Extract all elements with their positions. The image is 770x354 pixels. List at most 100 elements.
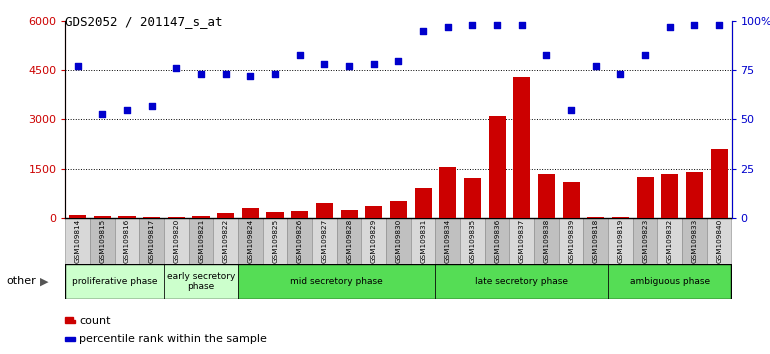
Bar [336,218,361,264]
Point [516,22,528,28]
Text: other: other [6,276,36,286]
Bar [510,218,534,264]
Point [442,24,454,30]
Text: GSM109829: GSM109829 [371,219,377,263]
Text: GSM109817: GSM109817 [149,219,155,263]
Bar [119,216,136,218]
Point [170,65,182,71]
Point [417,28,430,34]
Bar [340,210,358,218]
Point [269,72,281,77]
Bar [637,177,654,218]
Bar [69,215,86,218]
Bar [488,116,506,218]
Point [541,52,553,57]
Bar [608,218,633,264]
Bar [686,172,703,218]
Point [121,107,133,113]
Bar [464,178,481,218]
Text: late secretory phase: late secretory phase [475,277,568,286]
Text: percentile rank within the sample: percentile rank within the sample [79,334,267,344]
Text: GSM109823: GSM109823 [642,219,648,263]
Text: GSM109820: GSM109820 [173,219,179,263]
Text: GSM109831: GSM109831 [420,219,426,263]
Bar [559,218,584,264]
Point [639,52,651,57]
Bar [90,218,115,264]
Text: GSM109836: GSM109836 [494,219,501,263]
Text: GSM109832: GSM109832 [667,219,673,263]
Bar [633,218,658,264]
Bar [287,218,312,264]
Bar [263,218,287,264]
Bar [390,201,407,218]
Point [72,64,84,69]
Bar [661,173,678,218]
Text: GSM109828: GSM109828 [346,219,352,263]
Text: GSM109816: GSM109816 [124,219,130,263]
Bar [608,264,732,299]
Bar [534,218,559,264]
Text: GSM109837: GSM109837 [519,219,525,263]
Bar [513,77,531,218]
Bar [217,213,234,218]
Bar [192,216,209,218]
Bar [439,167,457,218]
Point [590,64,602,69]
Bar [658,218,682,264]
Bar [361,218,386,264]
Point [392,58,405,63]
Bar [164,264,238,299]
Bar [588,217,604,218]
Text: GSM109822: GSM109822 [223,219,229,263]
Bar [436,218,460,264]
Text: GSM109830: GSM109830 [396,219,401,263]
Text: count: count [79,316,111,326]
Bar [386,218,411,264]
Bar [538,173,555,218]
Point [467,22,479,28]
Point [96,111,109,116]
Bar [707,218,732,264]
Point [367,62,380,67]
Bar [266,212,284,218]
Text: GSM109815: GSM109815 [99,219,105,263]
Text: GSM109821: GSM109821 [198,219,204,263]
Text: GSM109824: GSM109824 [247,219,253,263]
Text: GSM109833: GSM109833 [691,219,698,263]
Bar [711,149,728,218]
Bar [242,208,259,218]
Text: GSM109840: GSM109840 [716,219,722,263]
Point [664,24,676,30]
Bar [139,218,164,264]
Bar [365,206,383,218]
Bar [65,264,164,299]
Bar [316,203,333,218]
Point [343,64,355,69]
Bar [312,218,336,264]
Point [244,73,256,79]
Text: GSM109827: GSM109827 [321,219,327,263]
Bar [411,218,436,264]
Bar [291,211,309,218]
Bar [485,218,510,264]
Bar [213,218,238,264]
Text: GSM109838: GSM109838 [544,219,550,263]
Text: ambiguous phase: ambiguous phase [630,277,710,286]
Text: GSM109819: GSM109819 [618,219,624,263]
Bar [563,182,580,218]
Text: GSM109826: GSM109826 [296,219,303,263]
Bar [238,264,436,299]
Bar [238,218,263,264]
Point [318,62,330,67]
Bar [460,218,485,264]
Point [491,22,504,28]
Bar [414,188,432,218]
Bar [168,217,185,218]
Text: proliferative phase: proliferative phase [72,277,158,286]
Text: GSM109818: GSM109818 [593,219,599,263]
Bar [164,218,189,264]
Text: GSM109825: GSM109825 [272,219,278,263]
Text: GSM109834: GSM109834 [445,219,450,263]
Point [293,52,306,57]
